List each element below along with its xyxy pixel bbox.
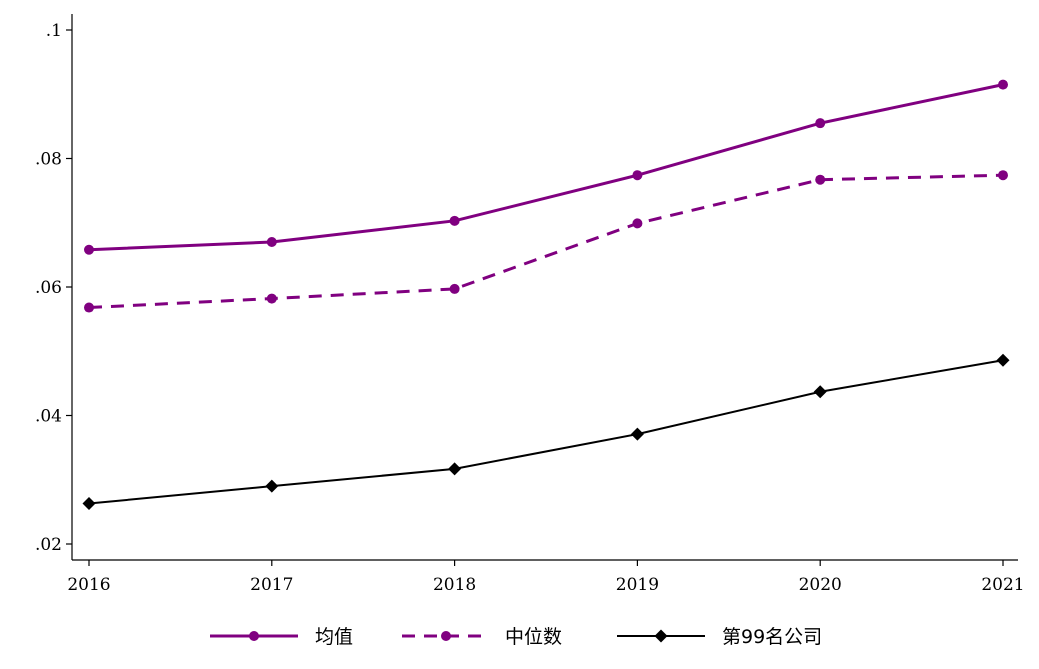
y-tick-label: .02 [35, 535, 62, 555]
series-1 [84, 170, 1008, 313]
data-point-circle [998, 79, 1008, 90]
legend-item-1: 中位数 [402, 626, 562, 648]
legend-label: 中位数 [505, 626, 562, 648]
data-point-circle [84, 244, 94, 255]
data-point-circle [441, 631, 451, 641]
data-point-circle [266, 237, 277, 248]
legend-item-0: 均值 [210, 626, 353, 648]
series-layer [82, 79, 1010, 511]
series-line [88, 173, 1004, 310]
data-point-diamond [448, 462, 462, 476]
series-line [88, 359, 1004, 505]
data-point-circle [815, 118, 826, 129]
series-0 [84, 79, 1008, 255]
x-tick-label: 2020 [799, 575, 842, 595]
y-tick-label: .08 [35, 150, 62, 170]
data-point-diamond [82, 497, 96, 511]
data-point-diamond [813, 385, 827, 399]
series-2 [82, 353, 1010, 511]
series-line [88, 83, 1004, 252]
y-tick-label: .04 [35, 407, 62, 427]
x-tick-label: 2016 [67, 575, 110, 595]
data-point-circle [84, 302, 94, 313]
axes: .02 .04 .06 .08 .1 2016 2017 2018 2019 2020 2021 [35, 14, 1025, 595]
data-point-circle [998, 170, 1008, 181]
legend: 均值 中位数 第99名公司 [210, 626, 822, 648]
data-point-diamond [654, 629, 668, 643]
data-point-circle [249, 631, 259, 641]
x-tick-label: 2019 [616, 575, 659, 595]
x-tick-label: 2021 [981, 575, 1024, 595]
data-point-circle [449, 283, 460, 294]
data-point-circle [815, 174, 826, 185]
data-point-circle [449, 215, 460, 226]
y-tick-label: .1 [46, 21, 62, 41]
data-point-diamond [630, 427, 644, 441]
x-tick-label: 2018 [433, 575, 476, 595]
data-point-diamond [265, 479, 279, 493]
x-tick-label: 2017 [250, 575, 293, 595]
data-point-circle [266, 293, 277, 304]
data-point-circle [632, 170, 643, 181]
y-tick-label: .06 [35, 278, 62, 298]
legend-label: 第99名公司 [722, 626, 822, 648]
data-point-diamond [996, 353, 1010, 367]
legend-label: 均值 [315, 626, 353, 648]
data-point-circle [632, 218, 643, 229]
legend-item-2: 第99名公司 [617, 626, 822, 648]
